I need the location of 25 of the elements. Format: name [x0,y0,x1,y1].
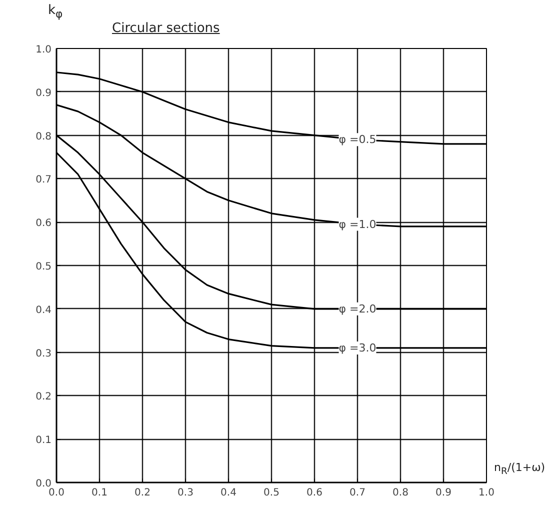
x-tick-label: 0.3 [178,488,194,498]
y-tick-label: 0.9 [36,88,52,99]
x-tick-label: 1.0 [478,488,494,498]
x-tick-label: 0.7 [350,488,366,498]
x-tick-label: 0.5 [264,488,280,498]
y-tick-label: 0.8 [36,131,52,142]
x-tick-label: 0.9 [436,488,452,498]
y-tick-label: 1.0 [36,44,52,56]
x-tick-label: 0.2 [134,488,150,498]
x-tick-label: 0.6 [306,488,322,498]
x-tick-label: 0.0 [48,488,64,498]
y-tick-label: 0.3 [36,348,52,360]
x-tick-label: 0.4 [220,488,236,498]
y-axis-title: k$_{φ}$ [48,2,63,22]
y-tick-label: 0.1 [36,435,52,446]
y-tick-label: 0.6 [36,218,52,230]
x-tick-label: 0.8 [392,488,408,498]
y-tick-label: 0.7 [36,174,52,186]
y-tick-label: 0.5 [36,262,52,272]
x-axis-title: n$_{R}$/(1+ω) [494,460,546,478]
x-tick-label: 0.1 [92,488,108,498]
y-tick-label: 0.2 [36,392,52,403]
y-tick-label: 0.4 [36,304,52,316]
y-tick-label: 0.0 [36,478,52,490]
chart-title: Circular sections [112,20,220,38]
